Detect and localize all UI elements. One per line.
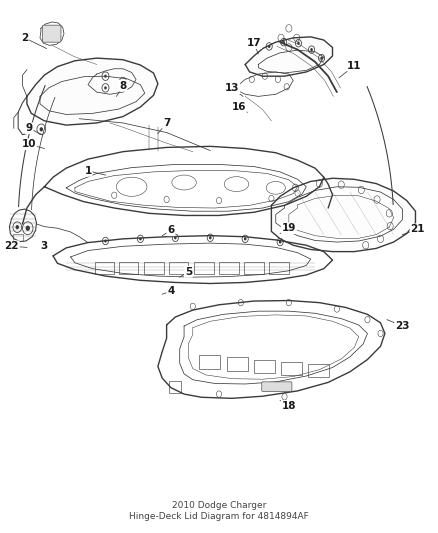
Bar xyxy=(13,233,22,241)
Text: 9: 9 xyxy=(25,123,33,133)
Circle shape xyxy=(15,225,19,229)
Text: 7: 7 xyxy=(163,118,170,128)
Bar xyxy=(254,360,275,373)
Bar xyxy=(269,262,289,274)
Bar xyxy=(244,262,264,274)
Text: 21: 21 xyxy=(410,224,425,235)
Text: 10: 10 xyxy=(22,139,36,149)
Text: 11: 11 xyxy=(347,61,362,70)
Bar xyxy=(144,262,163,274)
Polygon shape xyxy=(272,178,416,252)
Circle shape xyxy=(320,56,323,60)
Text: 2: 2 xyxy=(21,33,28,43)
Bar xyxy=(95,262,114,274)
Text: 8: 8 xyxy=(119,81,127,91)
Text: 16: 16 xyxy=(231,102,246,112)
Circle shape xyxy=(209,236,212,239)
Bar xyxy=(169,381,181,393)
Circle shape xyxy=(139,237,142,240)
Text: 19: 19 xyxy=(282,223,296,233)
Circle shape xyxy=(244,237,247,240)
Text: 3: 3 xyxy=(41,241,48,251)
Bar xyxy=(194,262,214,274)
Bar xyxy=(169,262,188,274)
Circle shape xyxy=(268,45,271,48)
Polygon shape xyxy=(245,37,332,76)
Bar xyxy=(308,364,329,377)
Circle shape xyxy=(310,48,313,51)
Bar xyxy=(227,358,248,370)
Bar xyxy=(219,262,239,274)
Text: 5: 5 xyxy=(185,267,192,277)
Circle shape xyxy=(104,239,107,243)
Circle shape xyxy=(104,86,107,90)
Circle shape xyxy=(283,41,285,44)
Circle shape xyxy=(279,240,282,244)
Circle shape xyxy=(25,225,30,231)
Text: 23: 23 xyxy=(395,321,410,331)
Circle shape xyxy=(122,80,124,83)
Polygon shape xyxy=(27,58,158,125)
Text: 13: 13 xyxy=(225,83,239,93)
FancyBboxPatch shape xyxy=(262,382,292,391)
Text: 2010 Dodge Charger
Hinge-Deck Lid Diagram for 4814894AF: 2010 Dodge Charger Hinge-Deck Lid Diagra… xyxy=(129,501,309,521)
Bar xyxy=(281,362,302,375)
Text: 18: 18 xyxy=(282,401,296,411)
FancyBboxPatch shape xyxy=(42,25,61,42)
Text: 6: 6 xyxy=(167,225,175,236)
Bar xyxy=(199,356,220,368)
Circle shape xyxy=(174,236,177,239)
Text: 1: 1 xyxy=(85,166,92,176)
Text: 4: 4 xyxy=(167,286,175,296)
Polygon shape xyxy=(10,209,36,241)
Text: 17: 17 xyxy=(247,38,261,48)
Circle shape xyxy=(104,75,107,78)
Circle shape xyxy=(39,127,43,132)
Circle shape xyxy=(297,42,300,45)
Text: 22: 22 xyxy=(4,241,19,251)
Bar xyxy=(119,262,138,274)
